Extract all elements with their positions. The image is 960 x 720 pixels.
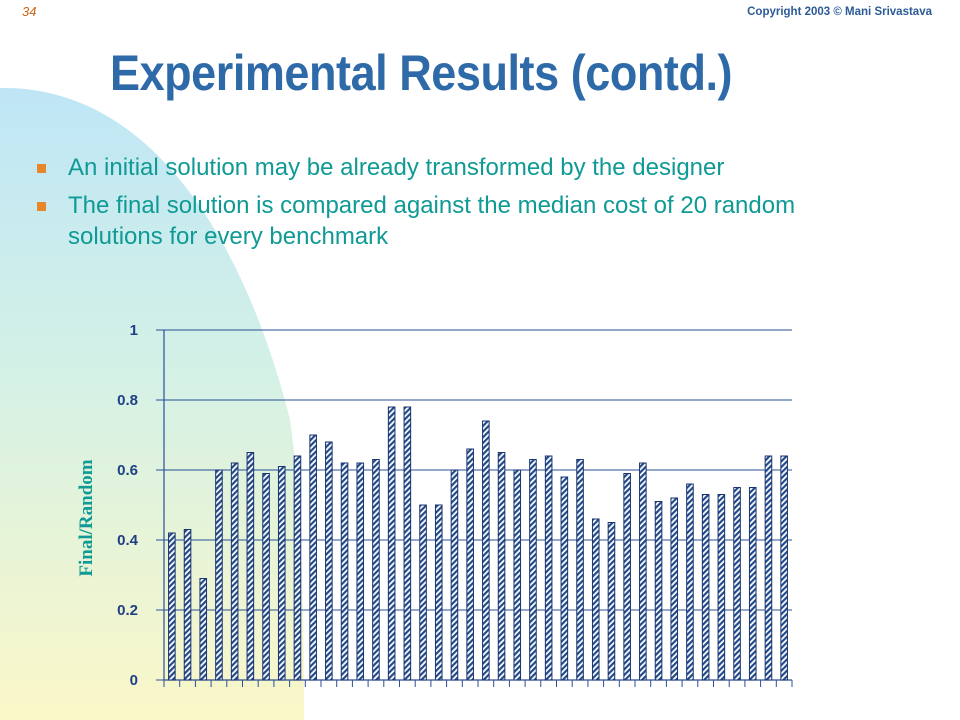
bar (591, 518, 600, 681)
bar (387, 406, 396, 681)
bar (434, 504, 443, 681)
bar (701, 494, 710, 681)
bar (544, 455, 553, 681)
square-bullet-icon (37, 164, 46, 173)
bullet-item: The final solution is compared against t… (36, 190, 896, 252)
bar (639, 462, 647, 681)
bar (262, 473, 270, 681)
y-tick-label: 0 (130, 672, 138, 689)
y-tick-label: 0.8 (117, 392, 138, 409)
bar (576, 459, 584, 681)
slide-number: 34 (22, 4, 37, 19)
slide-title: Experimental Results (contd.) (110, 45, 733, 101)
bar (607, 522, 616, 681)
bar (293, 455, 302, 681)
bar-chart: 0 0.2 0.4 0.6 0.8 1 Final/Random (76, 322, 793, 689)
bullet-item: An initial solution may be already trans… (36, 152, 896, 183)
bar (325, 441, 333, 681)
bar (450, 469, 459, 681)
bar (717, 494, 726, 681)
bar (497, 452, 506, 681)
bar (199, 578, 208, 681)
bar (230, 462, 239, 681)
bar (309, 434, 317, 681)
bar (560, 476, 569, 681)
bar (529, 459, 537, 681)
y-tick-label: 0.4 (117, 532, 139, 549)
bar (419, 504, 427, 681)
bar (340, 462, 349, 681)
y-axis-title: Final/Random (76, 459, 97, 576)
bullet-list: An initial solution may be already trans… (36, 152, 896, 259)
y-tick-label: 0.6 (117, 462, 138, 479)
bar (748, 487, 757, 681)
bar (168, 532, 176, 681)
bar (482, 420, 490, 681)
bar (670, 497, 679, 681)
bar (356, 462, 365, 681)
bar (654, 501, 663, 681)
bullet-text: An initial solution may be already trans… (68, 154, 725, 181)
bar (183, 529, 192, 681)
bullet-text: The final solution is compared against t… (68, 192, 796, 250)
bar (780, 455, 788, 681)
bar (623, 473, 631, 681)
bar (764, 455, 773, 681)
bar (513, 469, 522, 681)
bar (733, 487, 741, 681)
bar (215, 469, 223, 681)
bar (686, 483, 694, 681)
bar (277, 466, 286, 681)
y-tick-label: 0.2 (117, 602, 138, 619)
y-tick-label: 1 (130, 322, 138, 339)
square-bullet-icon (37, 202, 46, 211)
bar (246, 452, 255, 681)
bar (403, 406, 412, 681)
bar (466, 448, 474, 681)
copyright-notice: Copyright 2003 © Mani Srivastava (747, 6, 932, 18)
bar (372, 459, 380, 681)
